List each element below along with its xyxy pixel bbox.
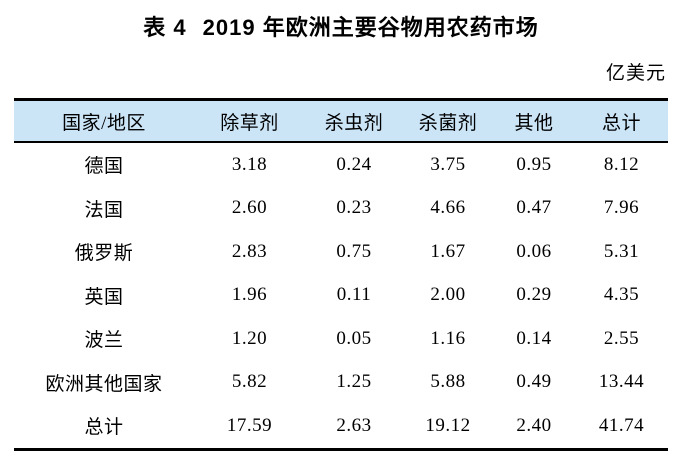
table-container: 国家/地区 除草剂 杀虫剂 杀菌剂 其他 总计 德国 3.18 0.24 3.7… [14, 98, 668, 451]
cell-country: 德国 [84, 156, 124, 178]
cell-country: 俄罗斯 [74, 243, 134, 265]
cell-value: 8.12 [603, 153, 640, 175]
cell-country: 波兰 [84, 330, 124, 352]
table-caption: 表 4 2019 年欧洲主要谷物用农药市场 [0, 10, 682, 42]
pesticide-market-table: 国家/地区 除草剂 杀虫剂 杀菌剂 其他 总计 德国 3.18 0.24 3.7… [14, 98, 668, 451]
cell-value: 2.00 [430, 284, 466, 306]
cell-value: 4.66 [430, 197, 466, 219]
cell-value: 0.05 [336, 327, 372, 349]
cell-value: 1.67 [430, 240, 466, 262]
cell-value: 1.96 [231, 284, 268, 306]
header-row: 国家/地区 除草剂 杀虫剂 杀菌剂 其他 总计 [14, 99, 668, 142]
cell-value: 5.82 [231, 371, 268, 393]
cell-value: 1.25 [336, 371, 372, 393]
cell-value: 0.23 [336, 197, 372, 219]
column-header-total: 总计 [601, 112, 641, 134]
table-row-poland: 波兰 1.20 0.05 1.16 0.14 2.55 [14, 317, 668, 361]
table-row-germany: 德国 3.18 0.24 3.75 0.95 8.12 [14, 142, 668, 187]
table-row-uk: 英国 1.96 0.11 2.00 0.29 4.35 [14, 274, 668, 318]
cell-value: 3.18 [231, 153, 268, 175]
cell-value: 17.59 [226, 414, 273, 436]
table-row-france: 法国 2.60 0.23 4.66 0.47 7.96 [14, 187, 668, 231]
cell-country: 英国 [84, 286, 124, 308]
cell-value: 1.20 [231, 327, 268, 349]
cell-value: 0.24 [336, 153, 372, 175]
cell-value: 0.75 [336, 240, 372, 262]
cell-value: 2.63 [336, 414, 372, 436]
table-row-russia: 俄罗斯 2.83 0.75 1.67 0.06 5.31 [14, 230, 668, 274]
cell-value: 19.12 [425, 414, 471, 436]
table-row-other-europe: 欧洲其他国家 5.82 1.25 5.88 0.49 13.44 [14, 361, 668, 405]
cell-value: 7.96 [603, 197, 640, 219]
cell-value: 4.35 [603, 284, 640, 306]
column-header-herbicide: 除草剂 [220, 112, 279, 134]
cell-value: 3.75 [430, 153, 466, 175]
cell-value: 0.14 [516, 327, 552, 349]
cell-value: 13.44 [598, 371, 645, 393]
cell-value: 0.49 [516, 371, 552, 393]
cell-value: 2.83 [231, 240, 268, 262]
column-header-insecticide: 杀虫剂 [324, 112, 384, 134]
cell-value: 41.74 [598, 414, 645, 436]
cell-value: 5.31 [603, 240, 640, 262]
cell-value: 0.29 [516, 284, 552, 306]
cell-value: 1.16 [430, 327, 466, 349]
cell-value: 0.47 [516, 197, 552, 219]
cell-country: 总计 [84, 417, 124, 439]
cell-value: 0.06 [516, 240, 552, 262]
column-header-country: 国家/地区 [62, 112, 146, 134]
table-caption-label: 表 4 [143, 15, 187, 40]
cell-value: 5.88 [430, 371, 466, 393]
cell-country: 欧洲其他国家 [45, 373, 163, 395]
cell-value: 0.95 [516, 153, 552, 175]
table-row-total: 总计 17.59 2.63 19.12 2.40 41.74 [14, 404, 668, 449]
column-header-other: 其他 [514, 112, 554, 134]
cell-value: 2.60 [231, 197, 268, 219]
column-header-fungicide: 杀菌剂 [418, 112, 478, 134]
cell-value: 2.55 [603, 327, 640, 349]
cell-value: 0.11 [336, 284, 372, 306]
unit-label: 亿美元 [605, 63, 666, 84]
cell-country: 法国 [84, 199, 124, 221]
table-caption-title: 2019 年欧洲主要谷物用农药市场 [202, 15, 539, 40]
cell-value: 2.40 [516, 414, 552, 436]
